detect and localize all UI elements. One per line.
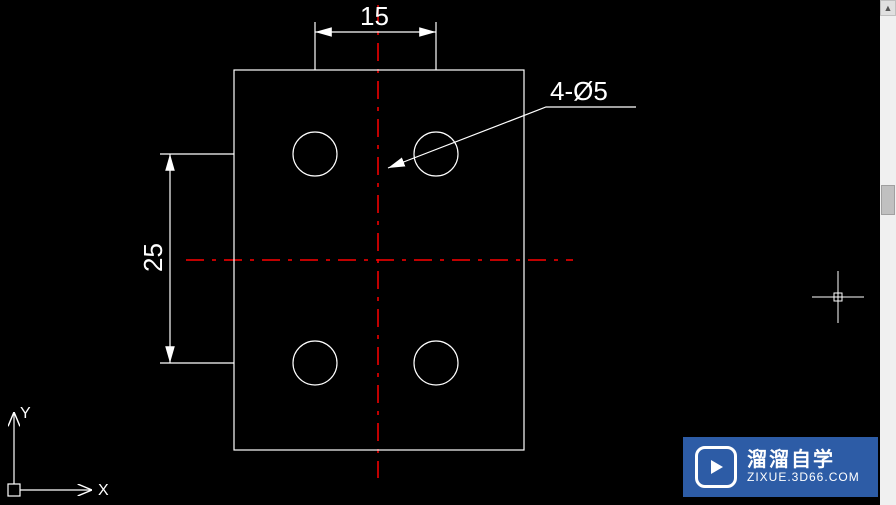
svg-text:X: X <box>98 482 109 499</box>
svg-text:4-Ø5: 4-Ø5 <box>550 76 608 106</box>
watermark-url: ZIXUE.3D66.COM <box>747 471 860 484</box>
svg-text:15: 15 <box>360 1 389 31</box>
play-icon <box>695 446 737 488</box>
cad-viewport[interactable]: 15254-Ø5 XY ▲ ▼ 溜溜自学 ZIXUE.3D66.COM <box>0 0 896 505</box>
scroll-thumb[interactable] <box>881 185 895 215</box>
ucs-icon: XY <box>8 405 109 499</box>
centerlines <box>186 5 573 478</box>
scroll-up-arrow[interactable]: ▲ <box>880 0 896 16</box>
cursor-crosshair <box>812 271 864 323</box>
vertical-scrollbar[interactable]: ▲ ▼ <box>880 0 896 505</box>
watermark-title: 溜溜自学 <box>747 449 860 471</box>
holes <box>293 132 458 385</box>
svg-text:Y: Y <box>20 405 31 422</box>
cad-drawing-svg: 15254-Ø5 XY <box>0 0 896 505</box>
dimensions: 15 25 4-Ø5 <box>138 1 636 363</box>
watermark-badge: 溜溜自学 ZIXUE.3D66.COM <box>683 437 878 497</box>
svg-text:25: 25 <box>138 243 168 272</box>
